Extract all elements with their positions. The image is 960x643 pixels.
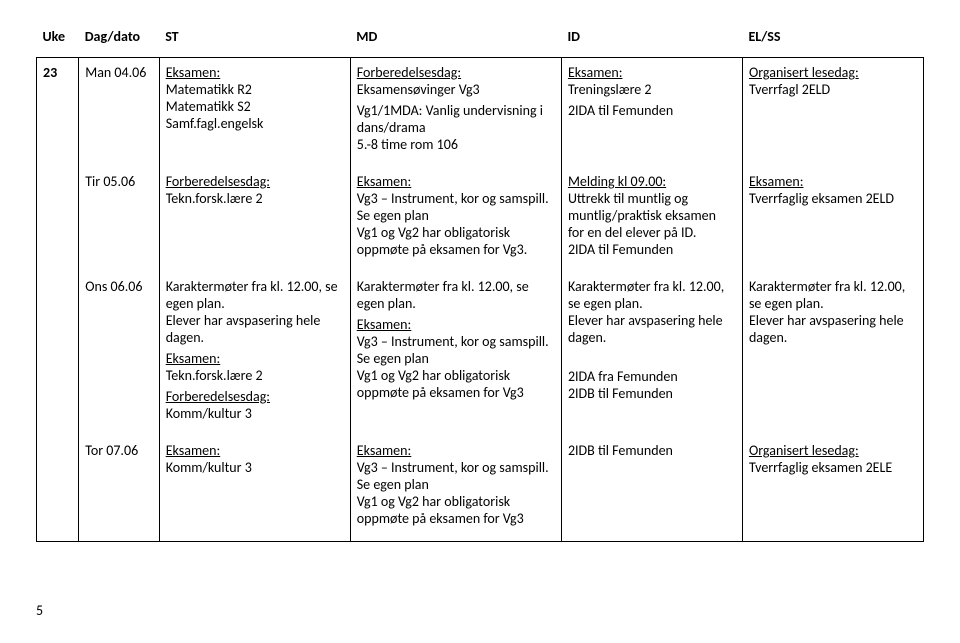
line: Vg3 – Instrument, kor og samspill. Se eg… [357, 333, 553, 367]
col-el: EL/SS [742, 24, 923, 58]
line: Komm/kultur 3 [166, 459, 342, 476]
line: Vg3 – Instrument, kor og samspill. Se eg… [357, 459, 553, 493]
line: 2IDB til Femunden [568, 385, 734, 402]
line: Vg3 – Instrument, kor og samspill. Se eg… [357, 190, 553, 224]
heading: Forberedelsesdag: [166, 388, 342, 405]
line: Karaktermøter fra kl. 12.00, se egen pla… [357, 278, 553, 312]
col-st: ST [159, 24, 350, 58]
line: Matematikk S2 [166, 98, 342, 115]
col-dag: Dag/dato [79, 24, 159, 58]
cell-el: Organisert lesedag: Tverrfaglig eksamen … [742, 436, 923, 542]
cell-md: Karaktermøter fra kl. 12.00, se egen pla… [350, 272, 561, 436]
cell-id: Karaktermøter fra kl. 12.00, se egen pla… [561, 272, 742, 436]
cell-st: Eksamen: Matematikk R2 Matematikk S2 Sam… [159, 58, 350, 168]
cell-md: Eksamen: Vg3 – Instrument, kor og samspi… [350, 436, 561, 542]
line: Komm/kultur 3 [166, 405, 342, 422]
line: Samf.fagl.engelsk [166, 115, 342, 132]
heading: Eksamen: [166, 350, 342, 367]
line: Karaktermøter fra kl. 12.00, se egen pla… [749, 278, 915, 312]
line: 2IDB til Femunden [568, 442, 734, 459]
line: 2IDA til Femunden [568, 241, 734, 258]
heading: Eksamen: [749, 173, 915, 190]
header-row: Uke Dag/dato ST MD ID EL/SS [37, 24, 924, 58]
heading: Eksamen: [166, 64, 342, 81]
cell-id: Eksamen: Treningslære 2 2IDA til Femunde… [561, 58, 742, 168]
cell-st: Forberedelsesdag: Tekn.forsk.lære 2 [159, 167, 350, 272]
line: Tverrfagl 2ELD [749, 81, 915, 98]
line: Uttrekk til muntlig og muntlig/praktisk … [568, 190, 734, 241]
heading: Forberedelsesdag: [166, 173, 342, 190]
page-number: 5 [36, 602, 924, 619]
cell-id: 2IDB til Femunden [561, 436, 742, 542]
col-uke: Uke [37, 24, 79, 58]
cell-el: Organisert lesedag: Tverrfagl 2ELD [742, 58, 923, 168]
heading: Eksamen: [568, 64, 734, 81]
line: Vg1 og Vg2 har obligatorisk oppmøte på e… [357, 493, 553, 527]
heading: Forberedelsesdag: [357, 64, 553, 81]
heading: Eksamen: [166, 442, 342, 459]
line: Tekn.forsk.lære 2 [166, 367, 342, 384]
heading: Eksamen: [357, 316, 553, 333]
cell-uke [37, 167, 79, 272]
cell-uke [37, 436, 79, 542]
cell-md: Eksamen: Vg3 – Instrument, kor og samspi… [350, 167, 561, 272]
line: Vg1 og Vg2 har obligatorisk oppmøte på e… [357, 367, 553, 401]
cell-dag: Tir 05.06 [79, 167, 159, 272]
heading: Organisert lesedag: [749, 442, 915, 459]
table-row: Tor 07.06 Eksamen: Komm/kultur 3 Eksamen… [37, 436, 924, 542]
cell-el: Karaktermøter fra kl. 12.00, se egen pla… [742, 272, 923, 436]
line: Vg1 og Vg2 har obligatorisk oppmøte på e… [357, 224, 553, 258]
line: Karaktermøter fra kl. 12.00, se egen pla… [166, 278, 342, 312]
cell-id: Melding kl 09.00: Uttrekk til muntlig og… [561, 167, 742, 272]
cell-uke: 23 [37, 58, 79, 168]
cell-dag: Man 04.06 [79, 58, 159, 168]
table-row: Tir 05.06 Forberedelsesdag: Tekn.forsk.l… [37, 167, 924, 272]
line: Elever har avspasering hele dagen. [749, 312, 915, 346]
col-id: ID [561, 24, 742, 58]
heading: Eksamen: [357, 442, 553, 459]
line: 2IDA til Femunden [568, 102, 734, 119]
line: Elever har avspasering hele dagen. [166, 312, 342, 346]
line: Karaktermøter fra kl. 12.00, se egen pla… [568, 278, 734, 312]
cell-dag: Tor 07.06 [79, 436, 159, 542]
schedule-table: Uke Dag/dato ST MD ID EL/SS 23 Man 04.06… [36, 24, 924, 542]
heading: Organisert lesedag: [749, 64, 915, 81]
line: Vg1/1MDA: Vanlig undervisning i dans/dra… [357, 102, 553, 136]
cell-uke [37, 272, 79, 436]
heading: Melding kl 09.00: [568, 173, 734, 190]
cell-st: Eksamen: Komm/kultur 3 [159, 436, 350, 542]
cell-dag: Ons 06.06 [79, 272, 159, 436]
table-row: Ons 06.06 Karaktermøter fra kl. 12.00, s… [37, 272, 924, 436]
cell-md: Forberedelsesdag: Eksamensøvinger Vg3 Vg… [350, 58, 561, 168]
heading: Eksamen: [357, 173, 553, 190]
line: 5.-8 time rom 106 [357, 136, 553, 153]
line: Tverrfaglig eksamen 2ELE [749, 459, 915, 476]
line: Treningslære 2 [568, 81, 734, 98]
uke-text: 23 [43, 64, 57, 81]
line: Eksamensøvinger Vg3 [357, 81, 553, 98]
cell-st: Karaktermøter fra kl. 12.00, se egen pla… [159, 272, 350, 436]
line: Tekn.forsk.lære 2 [166, 190, 342, 207]
col-md: MD [350, 24, 561, 58]
cell-el: Eksamen: Tverrfaglig eksamen 2ELD [742, 167, 923, 272]
line: Elever har avspasering hele dagen. [568, 312, 734, 346]
line: 2IDA fra Femunden [568, 368, 734, 385]
line: Matematikk R2 [166, 81, 342, 98]
line: Tverrfaglig eksamen 2ELD [749, 190, 915, 207]
table-row: 23 Man 04.06 Eksamen: Matematikk R2 Mate… [37, 58, 924, 168]
